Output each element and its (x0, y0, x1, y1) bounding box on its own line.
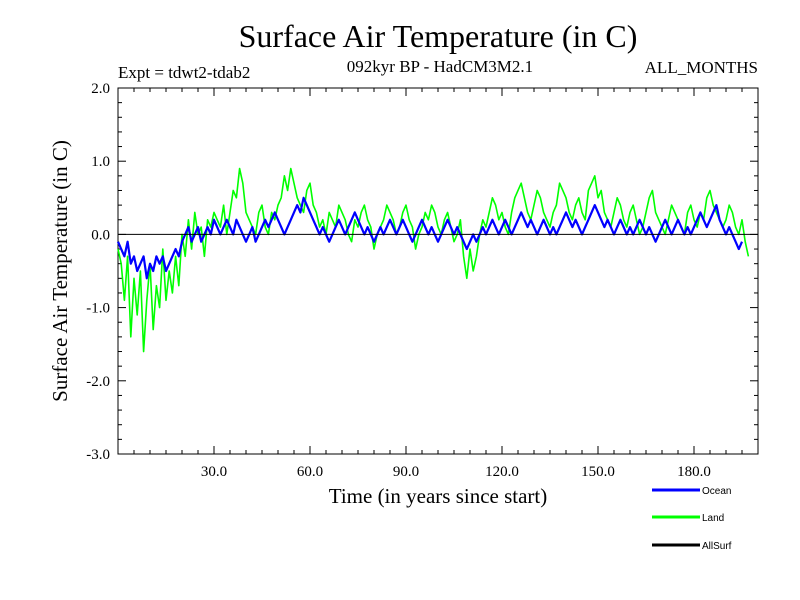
x-tick-label: 30.0 (201, 464, 227, 480)
x-tick-label: 120.0 (485, 464, 519, 480)
major-ticks (118, 87, 758, 455)
series-line-ocean (116, 196, 744, 280)
y-axis-label: Surface Air Temperature (in C) (48, 140, 72, 402)
y-tick-label: -3.0 (86, 447, 110, 463)
chart-title: Surface Air Temperature (in C) (239, 18, 638, 54)
chart-subtitle-left: Expt = tdwt2-tdab2 (118, 63, 250, 82)
legend-ocean-label: Ocean (702, 486, 731, 497)
chart-subtitle-right: ALL_MONTHS (645, 58, 758, 77)
y-tick-label: 2.0 (91, 81, 110, 97)
series-line-land (117, 167, 750, 353)
series-group (116, 167, 750, 353)
legend-land-label: Land (702, 513, 724, 524)
chart-subtitle-center: 092kyr BP - HadCM3M2.1 (347, 57, 533, 76)
y-tick-labels: -3.0 -2.0 -1.0 0.0 1.0 2.0 (86, 81, 110, 463)
y-tick-label: 1.0 (91, 154, 110, 170)
x-tick-label: 60.0 (297, 464, 323, 480)
x-tick-label: 150.0 (581, 464, 615, 480)
minor-ticks (118, 88, 758, 454)
plot-area (117, 87, 759, 455)
x-axis-label: Time (in years since start) (329, 484, 548, 508)
x-tick-labels: 30.0 60.0 90.0 120.0 150.0 180.0 (201, 464, 711, 480)
y-tick-label: -2.0 (86, 374, 110, 390)
legend-allsurf-label: AllSurf (702, 541, 732, 552)
x-tick-label: 180.0 (677, 464, 711, 480)
legend: Ocean Land AllSurf (652, 486, 732, 552)
y-tick-label: 0.0 (91, 227, 110, 243)
x-tick-label: 90.0 (393, 464, 419, 480)
y-tick-label: -1.0 (86, 301, 110, 317)
